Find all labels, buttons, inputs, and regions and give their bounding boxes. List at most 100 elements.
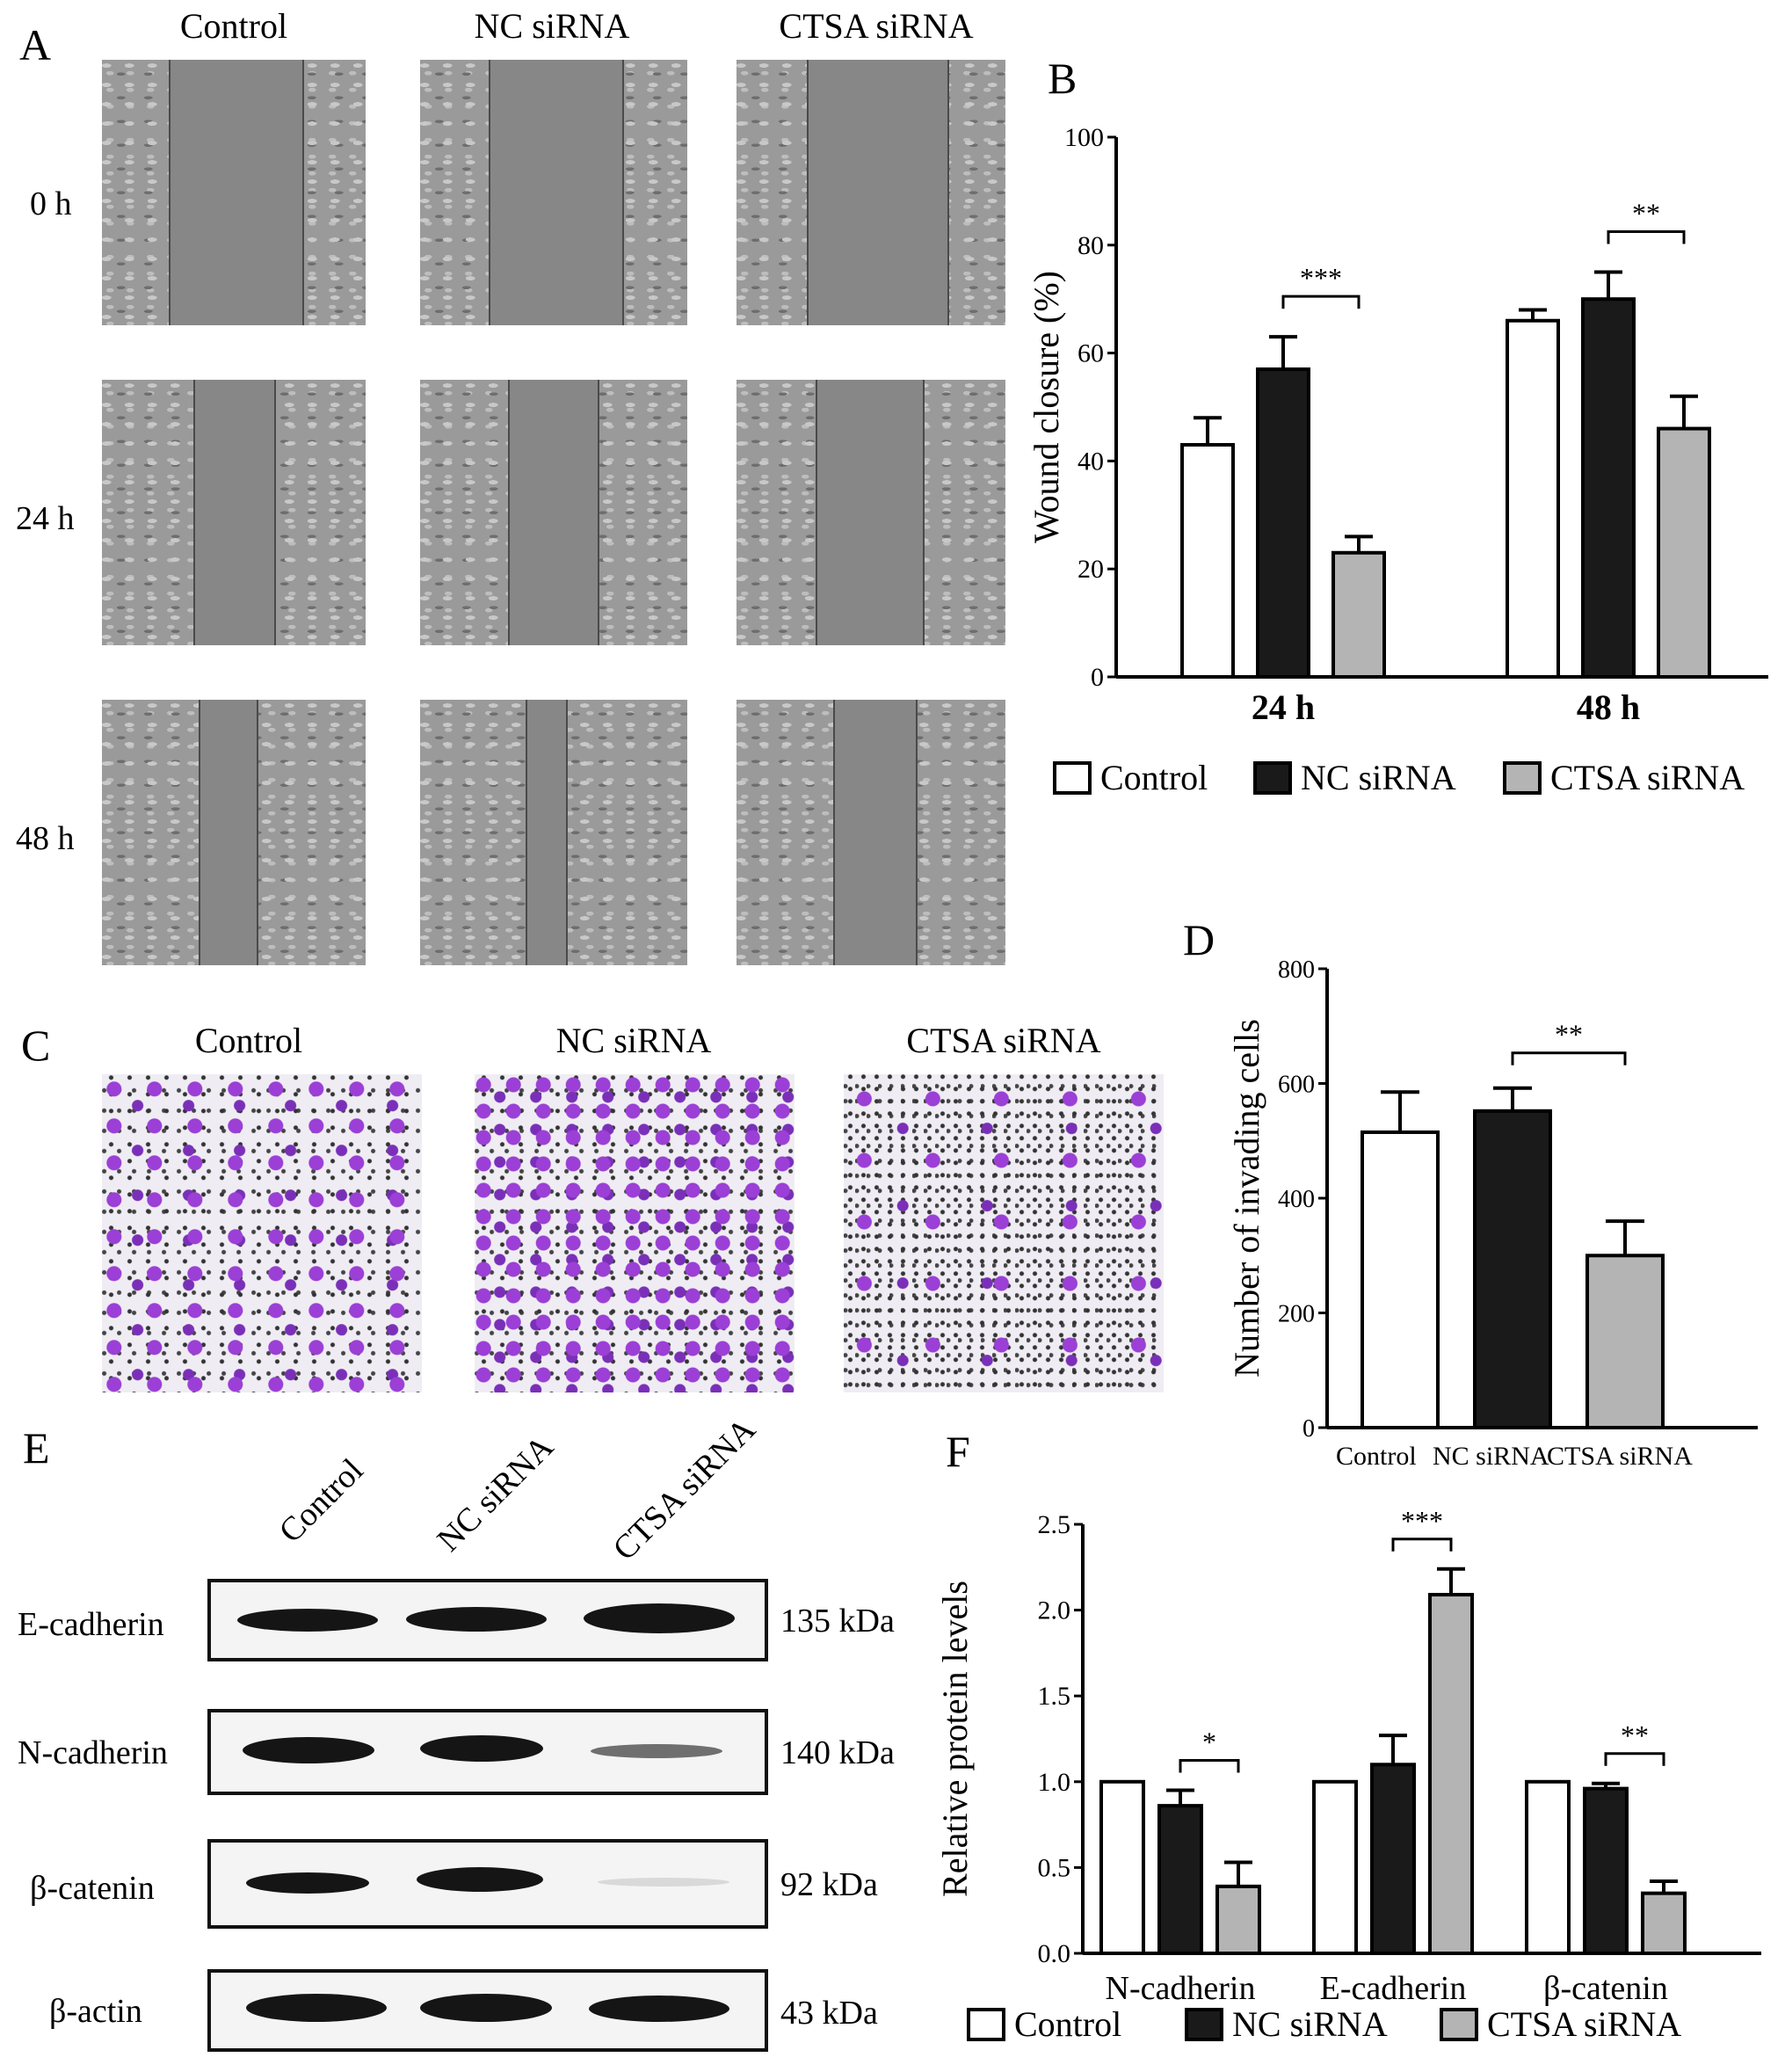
band	[420, 1735, 543, 1762]
y-tick-label: 200	[1278, 1301, 1315, 1328]
blot-b-actin	[207, 1969, 768, 2052]
chart-b: 0 20 40 60 80 100 Wound closure (%) 24 h *** 48 h…	[1027, 123, 1768, 797]
wound-image	[102, 380, 366, 645]
y-tick-label: 40	[1078, 447, 1104, 476]
y-tick-label: 1.5	[1038, 1682, 1071, 1711]
x-tick-label: 48 h	[1577, 687, 1640, 727]
significance-bracket	[1511, 1051, 1627, 1065]
panel-f-letter: F	[946, 1427, 970, 1476]
panel-e-letter: E	[23, 1423, 50, 1472]
panel-c-letter: C	[21, 1021, 51, 1070]
y-tick-label: 0.5	[1038, 1853, 1071, 1882]
band	[589, 1996, 729, 2022]
y-axis-label: Wound closure (%)	[1027, 271, 1066, 543]
significance-bracket	[1604, 1752, 1665, 1766]
bar	[1506, 318, 1560, 679]
panel-a-col-label: CTSA siRNA	[779, 6, 974, 46]
panel-c-col-label: Control	[194, 1021, 303, 1060]
y-tick-label: 80	[1078, 231, 1104, 260]
panel-c-col-label: NC siRNA	[555, 1021, 712, 1060]
legend-swatch	[1185, 2008, 1223, 2041]
lane-label: CTSA siRNA	[606, 1411, 763, 1568]
y-tick-label: 60	[1078, 339, 1104, 368]
bar	[1473, 1109, 1552, 1429]
significance-label: ***	[1300, 262, 1342, 294]
wound-image	[102, 60, 366, 325]
legend-label: CTSA siRNA	[1550, 758, 1745, 797]
bar	[1361, 1130, 1440, 1429]
chart-d: 0 200 400 600 800 Number of invading cells Con…	[1227, 956, 1758, 1471]
blot-e-cadherin	[207, 1579, 768, 1661]
panel-a-col-label: Control	[179, 6, 288, 46]
significance-label: ***	[1401, 1505, 1443, 1537]
band	[598, 1878, 729, 1887]
panel-c-col-label: CTSA siRNA	[906, 1021, 1101, 1060]
y-tick-label: 0.0	[1038, 1939, 1071, 1968]
x-tick-label: β-catenin	[1543, 1970, 1668, 2007]
y-tick-label: 2.0	[1038, 1596, 1071, 1625]
bar	[1157, 1804, 1203, 1955]
band	[237, 1609, 378, 1632]
band	[591, 1744, 722, 1758]
band	[417, 1867, 543, 1892]
blot-n-cadherin	[207, 1709, 768, 1795]
panel-a-col-label: NC siRNA	[474, 6, 630, 46]
bar	[1657, 426, 1711, 679]
legend-swatch	[1440, 2008, 1478, 2041]
significance-label: **	[1632, 198, 1660, 229]
kda-label: 135 kDa	[780, 1603, 895, 1639]
y-tick-label: 400	[1278, 1186, 1315, 1213]
transwell-image	[102, 1074, 422, 1392]
wound-image	[102, 700, 366, 965]
lane-label: Control	[272, 1451, 371, 1551]
panel-a-row-label: 48 h	[16, 820, 75, 857]
chart-f: 0.0 0.5 1.0 1.5 2.0 2.5 Relative protein level…	[935, 1505, 1761, 2044]
panel-a-row-label: 0 h	[30, 185, 72, 222]
panel-a-row-label: 24 h	[16, 500, 75, 537]
panel-a-letter: A	[19, 20, 52, 69]
blot-label: β-actin	[49, 1993, 142, 2030]
lane-label: NC siRNA	[430, 1428, 561, 1559]
bar	[1256, 367, 1310, 679]
significance-label: **	[1621, 1719, 1649, 1751]
panel-b-letter: B	[1048, 54, 1078, 103]
y-tick-label: 800	[1278, 956, 1315, 984]
band	[246, 1994, 387, 2022]
legend-swatch	[967, 2008, 1005, 2041]
bar	[1581, 297, 1636, 679]
wound-image	[420, 60, 687, 325]
band	[584, 1603, 735, 1633]
bar	[1525, 1779, 1571, 1955]
blot-b-catenin	[207, 1839, 768, 1929]
legend-label: Control	[1014, 2004, 1121, 2044]
legend-swatch	[1503, 761, 1542, 795]
wound-image	[420, 380, 687, 645]
y-tick-label: 0	[1091, 663, 1104, 692]
wound-image	[736, 60, 1005, 325]
significance-label: **	[1555, 1019, 1583, 1051]
bar	[1583, 1786, 1629, 1955]
bar	[1428, 1593, 1474, 1955]
bar	[1585, 1254, 1665, 1429]
transwell-image	[844, 1074, 1164, 1392]
band	[246, 1872, 369, 1894]
legend-swatch	[1253, 761, 1292, 795]
wound-image	[420, 700, 687, 965]
bar	[1312, 1779, 1358, 1955]
bar	[1370, 1763, 1416, 1955]
wound-image	[736, 700, 1005, 965]
legend-swatch	[1053, 761, 1092, 795]
significance-bracket	[1281, 294, 1361, 309]
y-tick-label: 0	[1302, 1415, 1315, 1443]
band	[420, 1994, 552, 2022]
band	[243, 1737, 374, 1763]
y-axis-label: Relative protein levels	[935, 1581, 975, 1897]
x-tick-label: N-cadherin	[1106, 1970, 1256, 2007]
significance-bracket	[1607, 230, 1686, 244]
x-tick-label: E-cadherin	[1320, 1970, 1467, 2007]
y-axis-label: Number of invading cells	[1227, 1019, 1266, 1378]
transwell-image	[475, 1074, 795, 1392]
y-tick-label: 100	[1064, 123, 1104, 152]
x-tick-label: NC siRNA	[1433, 1442, 1549, 1471]
significance-bracket	[1391, 1538, 1453, 1552]
